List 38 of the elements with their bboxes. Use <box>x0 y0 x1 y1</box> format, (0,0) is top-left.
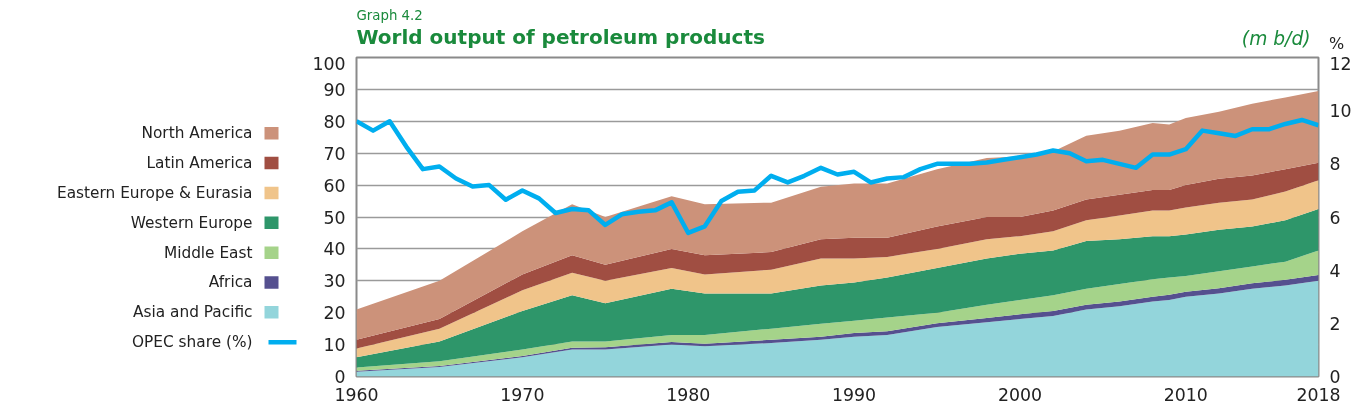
y-tick-label: 40 <box>323 239 346 260</box>
y2-tick-label: 8 <box>1329 154 1341 175</box>
legend-label: Asia and Pacific <box>133 303 253 322</box>
legend-label: Eastern Europe & Eurasia <box>57 183 253 202</box>
y2-tick-label: 6 <box>1329 207 1341 228</box>
x-tick-label: 2000 <box>997 384 1043 405</box>
legend-label: Africa <box>208 273 253 292</box>
x-tick-label: 1980 <box>666 384 711 405</box>
x-tick-label: 1990 <box>832 384 877 405</box>
y-tick-label: 50 <box>323 207 346 228</box>
y-tick-label: 0 <box>334 367 346 387</box>
y2-tick-label: 10 <box>1329 101 1352 122</box>
text: (m b/d) <box>1241 27 1311 49</box>
y-tick-label: 90 <box>323 79 346 100</box>
y-tick-label: 20 <box>323 303 346 324</box>
y-tick-label: 10 <box>323 335 346 356</box>
y-tick-label: 30 <box>323 271 346 292</box>
x-tick-label: 2018 <box>1296 384 1341 405</box>
chart-title: World output of petroleum products <box>356 24 765 49</box>
y2-tick-label: 12 <box>1329 53 1352 74</box>
y2-tick-label: 2 <box>1329 313 1341 334</box>
y-tick-label: 60 <box>323 175 346 196</box>
caption: Graph 4.2 <box>356 7 423 23</box>
y-tick-label: 70 <box>323 143 346 164</box>
y2-axis-title: % <box>1328 33 1345 53</box>
x-tick-label: 1960 <box>334 384 379 405</box>
legend-label: OPEC share (%) <box>132 333 253 352</box>
y-tick-label: 80 <box>323 111 346 132</box>
y-tick-label: 100 <box>312 53 346 74</box>
x-tick-label: 1970 <box>500 384 545 405</box>
y2-tick-label: 4 <box>1329 260 1341 281</box>
line-series <box>356 117 1319 236</box>
legend-label: North America <box>141 124 253 143</box>
x-tick-label: 2010 <box>1163 384 1208 405</box>
legend-label: Middle East <box>163 243 253 262</box>
y2-tick-label: 0 <box>1329 367 1341 387</box>
legend-label: Latin America <box>146 154 253 173</box>
legend-label: Western Europe <box>130 213 253 232</box>
